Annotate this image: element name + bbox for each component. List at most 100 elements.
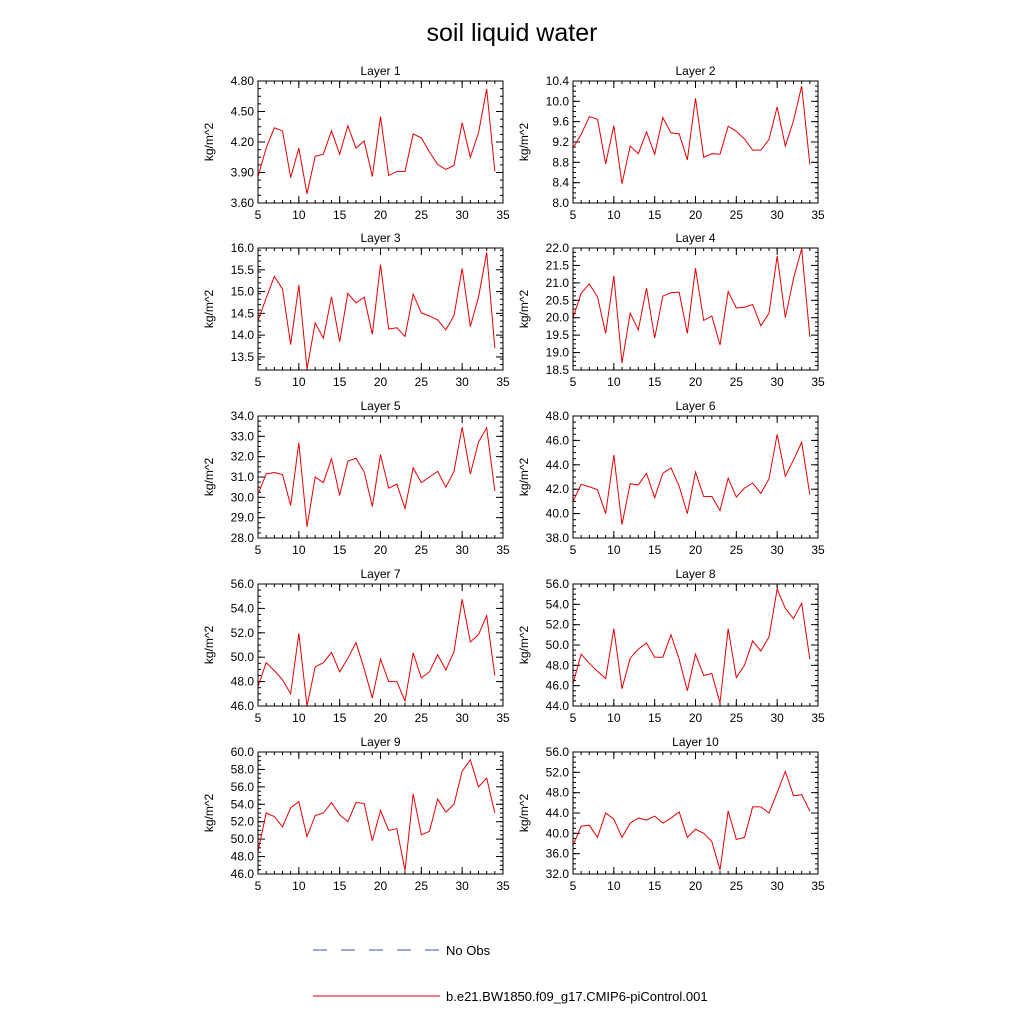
y-tick-label: 46.0: [546, 679, 570, 693]
y-tick-label: 22.0: [546, 241, 570, 255]
x-tick-label: 15: [333, 543, 347, 557]
panels: Layer 1 kg/m^2 5 10 15 20 25 30 35 3.60 3.90 4.20 4.…: [202, 64, 825, 893]
y-tick-label: 30.0: [231, 490, 255, 504]
x-tick-label: 35: [811, 208, 825, 222]
plot-frame: [572, 751, 819, 875]
panel-layer-4: Layer 4 kg/m^2 5 10 15 20 25 30 35 18.5 19.0 19.5 20…: [517, 231, 825, 389]
x-tick-label: 5: [570, 375, 577, 389]
y-tick-label: 21.5: [546, 258, 570, 272]
y-tick-label: 60.0: [231, 745, 255, 759]
y-tick-label: 20.5: [546, 293, 570, 307]
y-tick-label: 19.5: [546, 328, 570, 342]
x-tick-label: 15: [333, 711, 347, 725]
panel-title: Layer 4: [675, 231, 715, 245]
y-axis-label: kg/m^2: [202, 626, 216, 665]
series-line-model: [573, 434, 811, 525]
x-tick-label: 30: [455, 543, 469, 557]
x-tick-label: 20: [689, 208, 703, 222]
x-tick-label: 15: [333, 375, 347, 389]
x-tick-label: 35: [811, 375, 825, 389]
y-tick-label: 50.0: [546, 638, 570, 652]
x-tick-label: 20: [689, 711, 703, 725]
y-tick-label: 52.0: [546, 618, 570, 632]
y-tick-label: 29.0: [231, 511, 255, 525]
x-tick-label: 20: [374, 208, 388, 222]
x-tick-label: 35: [496, 375, 510, 389]
y-tick-label: 56.0: [231, 577, 255, 591]
y-tick-label: 54.0: [231, 601, 255, 615]
y-tick-label: 52.0: [231, 626, 255, 640]
x-tick-label: 30: [770, 879, 784, 893]
y-tick-label: 42.0: [546, 482, 570, 496]
y-tick-label: 3.90: [231, 166, 255, 180]
y-tick-label: 14.0: [231, 328, 255, 342]
x-tick-label: 5: [255, 208, 262, 222]
y-tick-label: 46.0: [546, 433, 570, 447]
y-tick-label: 48.0: [546, 786, 570, 800]
panel-layer-8: Layer 8 kg/m^2 5 10 15 20 25 30 35 44.0 46.0 48.0 50…: [517, 567, 825, 725]
series-line-model: [258, 599, 496, 706]
x-tick-label: 5: [255, 375, 262, 389]
y-tick-label: 8.4: [552, 176, 569, 190]
x-tick-label: 15: [648, 208, 662, 222]
x-tick-label: 5: [570, 879, 577, 893]
x-tick-label: 5: [570, 543, 577, 557]
x-tick-label: 20: [689, 543, 703, 557]
x-tick-label: 10: [607, 375, 621, 389]
x-tick-label: 25: [730, 879, 744, 893]
plot-frame: [257, 751, 504, 875]
x-tick-label: 35: [811, 879, 825, 893]
x-tick-label: 20: [689, 375, 703, 389]
x-tick-label: 15: [648, 711, 662, 725]
series-line-model: [258, 252, 496, 370]
y-tick-label: 56.0: [231, 780, 255, 794]
x-tick-label: 5: [255, 879, 262, 893]
y-axis-label: kg/m^2: [202, 123, 216, 162]
x-tick-label: 25: [415, 711, 429, 725]
y-tick-label: 44.0: [546, 806, 570, 820]
x-tick-label: 10: [292, 543, 306, 557]
x-tick-label: 35: [811, 543, 825, 557]
y-axis-label: kg/m^2: [517, 290, 531, 329]
panel-layer-10: Layer 10 kg/m^2 5 10 15 20 25 30 35 32.0 36.0 40.0 4…: [517, 735, 825, 893]
x-tick-label: 15: [648, 879, 662, 893]
y-tick-label: 28.0: [231, 531, 255, 545]
panel-layer-7: Layer 7 kg/m^2 5 10 15 20 25 30 35 46.0 48.0 50.0 52…: [202, 567, 510, 725]
panel-title: Layer 2: [675, 64, 715, 78]
x-tick-label: 20: [374, 879, 388, 893]
x-tick-label: 15: [648, 543, 662, 557]
y-axis-label: kg/m^2: [202, 794, 216, 833]
x-tick-label: 15: [648, 375, 662, 389]
y-tick-label: 56.0: [546, 745, 570, 759]
x-tick-label: 5: [255, 543, 262, 557]
y-tick-label: 38.0: [546, 531, 570, 545]
y-tick-label: 9.6: [552, 115, 569, 129]
y-tick-label: 10.0: [546, 94, 570, 108]
y-tick-label: 8.0: [552, 196, 569, 210]
y-axis-label: kg/m^2: [517, 626, 531, 665]
x-tick-label: 25: [730, 543, 744, 557]
legend: No Obs b.e21.BW1850.f09_g17.CMIP6-piCont…: [313, 943, 708, 1004]
x-tick-label: 15: [333, 208, 347, 222]
x-tick-label: 30: [455, 711, 469, 725]
y-tick-label: 34.0: [231, 409, 255, 423]
series-line-model: [573, 769, 811, 871]
panel-title: Layer 5: [360, 399, 400, 413]
panel-layer-5: Layer 5 kg/m^2 5 10 15 20 25 30 35 28.0 29.0 30.0 31…: [202, 399, 510, 557]
y-axis-label: kg/m^2: [202, 290, 216, 329]
plot-frame: [572, 247, 819, 371]
y-tick-label: 16.0: [231, 241, 255, 255]
series-line-model: [258, 758, 496, 871]
y-tick-label: 52.0: [231, 815, 255, 829]
series-line-model: [258, 89, 496, 194]
y-tick-label: 10.4: [546, 74, 570, 88]
y-tick-label: 46.0: [231, 867, 255, 881]
y-tick-label: 4.80: [231, 74, 255, 88]
y-tick-label: 50.0: [231, 650, 255, 664]
x-tick-label: 25: [415, 375, 429, 389]
x-tick-label: 10: [292, 375, 306, 389]
y-tick-label: 31.0: [231, 470, 255, 484]
figure-title: soil liquid water: [427, 19, 598, 47]
plot-frame: [257, 415, 504, 539]
